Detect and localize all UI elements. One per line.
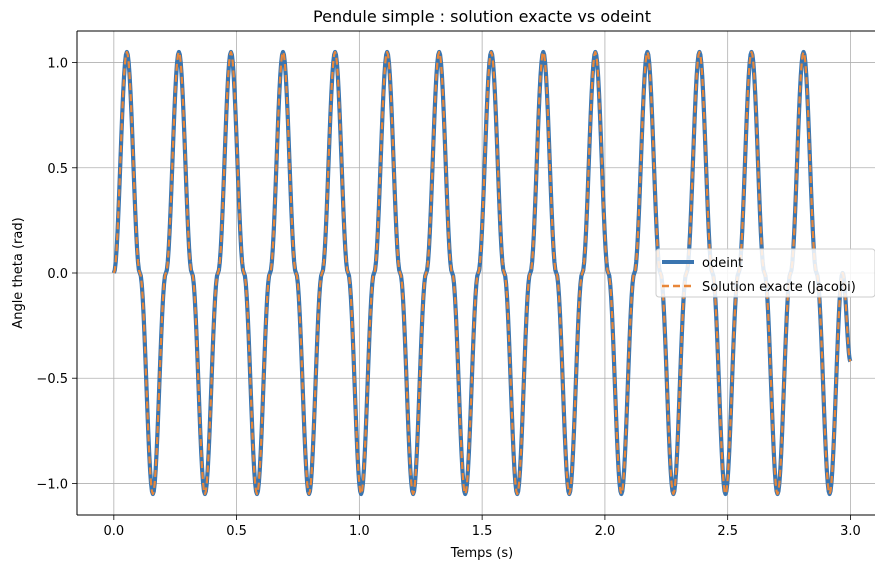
x-tick-label: 0.5 (226, 524, 247, 539)
x-tick-label: 2.0 (595, 524, 616, 539)
y-tick-label: 0.0 (47, 267, 68, 282)
legend-entry: odeint (702, 256, 743, 271)
x-tick-label: 2.5 (717, 524, 738, 539)
chart-title: Pendule simple : solution exacte vs odei… (313, 7, 651, 26)
x-axis-label: Temps (s) (450, 546, 513, 561)
y-tick-label: −1.0 (36, 477, 68, 492)
x-tick-label: 0.0 (103, 524, 124, 539)
legend-entry: Solution exacte (Jacobi) (702, 280, 856, 295)
legend: odeint Solution exacte (Jacobi) (656, 249, 875, 297)
y-axis-label: Angle theta (rad) (11, 217, 26, 328)
y-tick-label: −0.5 (36, 372, 68, 387)
y-tick-label: 0.5 (47, 162, 68, 177)
x-tick-label: 1.0 (349, 524, 370, 539)
y-tick-label: 1.0 (47, 57, 68, 72)
x-tick-label: 1.5 (472, 524, 493, 539)
x-tick-label: 3.0 (840, 524, 861, 539)
